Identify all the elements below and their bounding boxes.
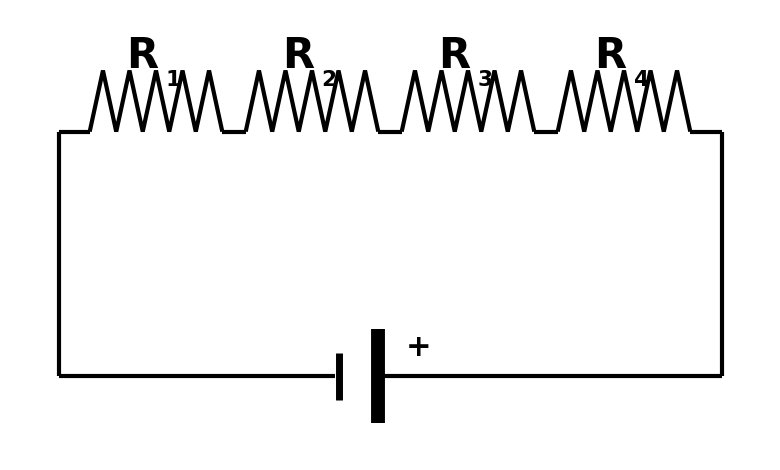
Text: +: + xyxy=(406,333,431,362)
Text: 3: 3 xyxy=(477,70,493,90)
Text: 2: 2 xyxy=(321,70,337,90)
Text: R: R xyxy=(594,35,626,78)
Text: R: R xyxy=(438,35,470,78)
Text: R: R xyxy=(126,35,158,78)
Text: 4: 4 xyxy=(633,70,649,90)
Text: 1: 1 xyxy=(165,70,181,90)
Text: R: R xyxy=(282,35,314,78)
